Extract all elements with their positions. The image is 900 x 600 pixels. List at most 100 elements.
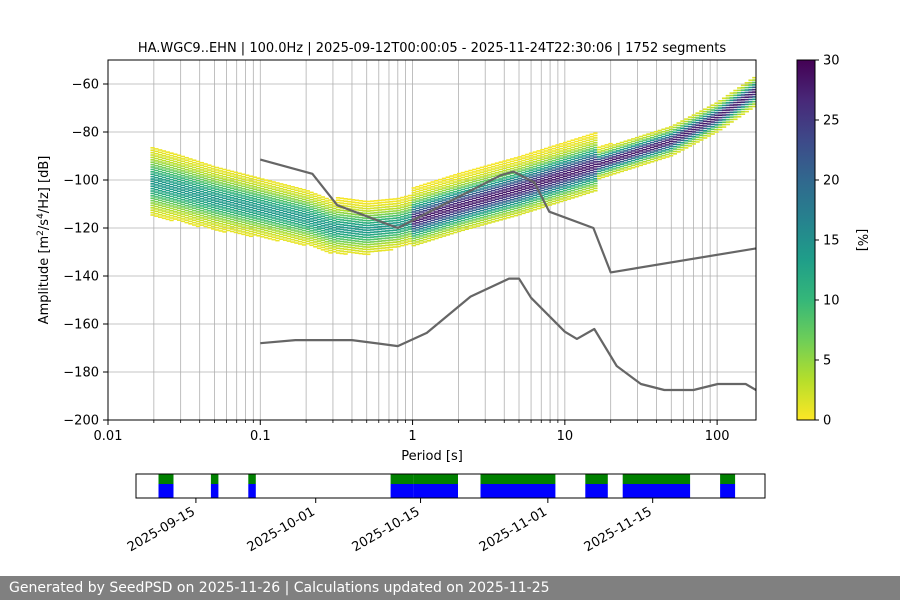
heatmap-cell bbox=[657, 148, 662, 151]
heatmap-cell bbox=[578, 187, 583, 190]
heatmap-cell bbox=[301, 234, 307, 237]
heatmap-cell bbox=[672, 143, 678, 146]
heatmap-cell bbox=[668, 135, 674, 138]
heatmap-cell bbox=[438, 212, 443, 215]
heatmap-cell bbox=[237, 186, 242, 189]
heatmap-cell bbox=[347, 244, 352, 246]
heatmap-cell bbox=[188, 196, 193, 199]
heatmap-cell bbox=[271, 207, 276, 210]
heatmap-cell bbox=[487, 219, 492, 222]
heatmap-cell bbox=[581, 159, 587, 162]
heatmap-cell bbox=[547, 165, 553, 168]
heatmap-cell bbox=[332, 231, 337, 234]
heatmap-cell bbox=[332, 214, 337, 217]
heatmap-cell bbox=[256, 222, 261, 225]
heatmap-cell bbox=[479, 188, 484, 190]
heatmap-cell bbox=[154, 152, 159, 155]
heatmap-cell bbox=[581, 150, 587, 152]
heatmap-cell bbox=[646, 157, 651, 159]
heatmap-cell bbox=[404, 212, 409, 215]
heatmap-cell bbox=[188, 215, 193, 218]
heatmap-cell bbox=[574, 195, 579, 198]
heatmap-cell bbox=[453, 217, 458, 219]
heatmap-cell bbox=[347, 224, 352, 227]
heatmap-cell bbox=[377, 238, 382, 240]
heatmap-cell bbox=[536, 174, 541, 176]
heatmap-cell bbox=[642, 141, 647, 144]
heatmap-cell bbox=[706, 132, 712, 135]
heatmap-cell bbox=[570, 170, 575, 173]
heatmap-cell bbox=[388, 239, 394, 241]
heatmap-cell bbox=[589, 150, 594, 152]
heatmap-cell bbox=[729, 99, 734, 102]
heatmap-cell bbox=[328, 201, 333, 204]
heatmap-cell bbox=[460, 200, 466, 203]
heatmap-cell bbox=[517, 196, 522, 199]
heatmap-cell bbox=[578, 165, 583, 168]
heatmap-cell bbox=[483, 175, 488, 177]
heatmap-cell bbox=[422, 221, 428, 224]
availability-segment bbox=[720, 474, 736, 484]
heatmap-cell bbox=[581, 138, 587, 140]
heatmap-cell bbox=[203, 179, 208, 182]
heatmap-cell bbox=[608, 162, 613, 164]
heatmap-cell bbox=[290, 241, 295, 243]
heatmap-cell bbox=[566, 198, 572, 200]
heatmap-cell bbox=[593, 189, 598, 192]
heatmap-cell bbox=[195, 211, 201, 213]
heatmap-cell bbox=[532, 206, 537, 209]
heatmap-cell bbox=[233, 214, 238, 217]
heatmap-cell bbox=[506, 185, 511, 188]
heatmap-cell bbox=[434, 204, 439, 206]
heatmap-cell bbox=[290, 214, 295, 217]
heatmap-cell bbox=[566, 150, 572, 152]
heatmap-cell bbox=[154, 174, 159, 177]
heatmap-cell bbox=[263, 234, 269, 237]
heatmap-cell bbox=[540, 206, 545, 209]
heatmap-cell bbox=[195, 196, 201, 199]
heatmap-cell bbox=[422, 185, 428, 188]
heatmap-cell bbox=[241, 209, 246, 212]
heatmap-cell bbox=[589, 171, 594, 174]
heatmap-cell bbox=[199, 195, 204, 198]
heatmap-cell bbox=[472, 209, 477, 212]
heatmap-cell bbox=[260, 192, 265, 195]
heatmap-cell bbox=[585, 144, 590, 146]
heatmap-cell bbox=[650, 160, 655, 163]
heatmap-cell bbox=[396, 216, 401, 219]
heatmap-cell bbox=[457, 216, 462, 218]
heatmap-cell bbox=[737, 111, 742, 113]
heatmap-cell bbox=[566, 157, 572, 160]
heatmap-cell bbox=[532, 168, 537, 170]
heatmap-cell bbox=[415, 219, 420, 222]
heatmap-cell bbox=[404, 217, 409, 219]
heatmap-cell bbox=[150, 154, 155, 156]
heatmap-cell bbox=[188, 167, 193, 170]
heatmap-cell bbox=[725, 94, 730, 97]
heatmap-cell bbox=[430, 193, 435, 195]
heatmap-cell bbox=[248, 211, 254, 214]
timeline-tick-label: 2025-10-01 bbox=[245, 504, 318, 555]
heatmap-cell bbox=[513, 166, 519, 169]
heatmap-cell bbox=[282, 188, 288, 191]
heatmap-cell bbox=[195, 170, 201, 172]
heatmap-cell bbox=[631, 140, 636, 143]
heatmap-cell bbox=[509, 199, 515, 201]
heatmap-cell bbox=[305, 202, 310, 204]
heatmap-cell bbox=[430, 183, 435, 186]
heatmap-cell bbox=[298, 226, 303, 228]
heatmap-cell bbox=[506, 180, 511, 183]
heatmap-cell bbox=[286, 185, 291, 187]
heatmap-cell bbox=[188, 223, 193, 225]
heatmap-cell bbox=[631, 145, 636, 147]
heatmap-cell bbox=[282, 196, 288, 198]
heatmap-cell bbox=[252, 200, 257, 203]
heatmap-cell bbox=[623, 159, 628, 162]
y-label-part1: Amplitude [m bbox=[37, 236, 52, 325]
heatmap-cell bbox=[608, 147, 613, 150]
heatmap-cell bbox=[631, 138, 636, 140]
heatmap-cell bbox=[631, 166, 636, 169]
heatmap-cell bbox=[248, 221, 254, 223]
heatmap-cell bbox=[324, 202, 329, 205]
heatmap-cell bbox=[301, 227, 307, 229]
